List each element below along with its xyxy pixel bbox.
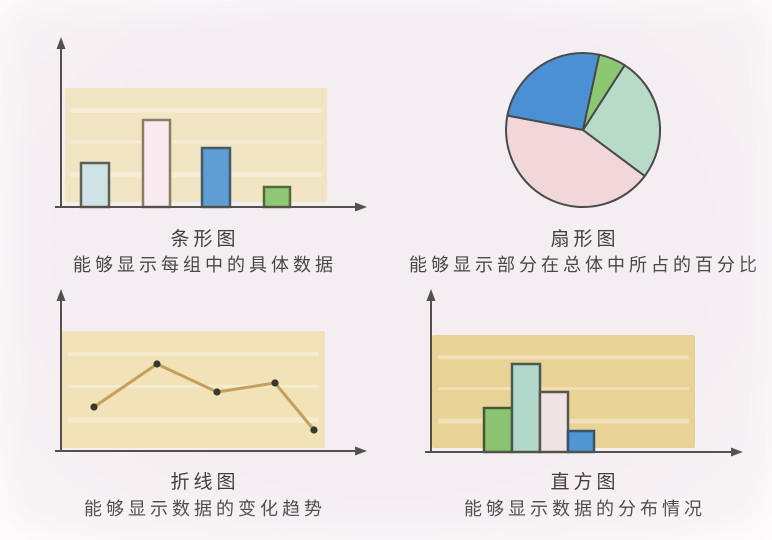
pie-chart-caption: 能够显示部分在总体中所占的百分比: [409, 255, 761, 275]
pie-chart-figure: [505, 51, 662, 209]
histogram-caption: 能够显示数据的分布情况: [464, 499, 706, 519]
histogram-figure: [425, 289, 743, 457]
line-chart-figure: [55, 289, 367, 456]
bar-chart-figure: [55, 37, 367, 212]
bar-chart-caption: 能够显示每组中的具体数据: [73, 255, 337, 275]
line-chart-caption: 能够显示数据的变化趋势: [84, 499, 326, 519]
pie-chart-title: 扇形图: [550, 229, 620, 250]
line-chart-title: 折线图: [170, 472, 240, 493]
histogram-title: 直方图: [550, 472, 620, 493]
bar-chart-title: 条形图: [170, 229, 240, 250]
